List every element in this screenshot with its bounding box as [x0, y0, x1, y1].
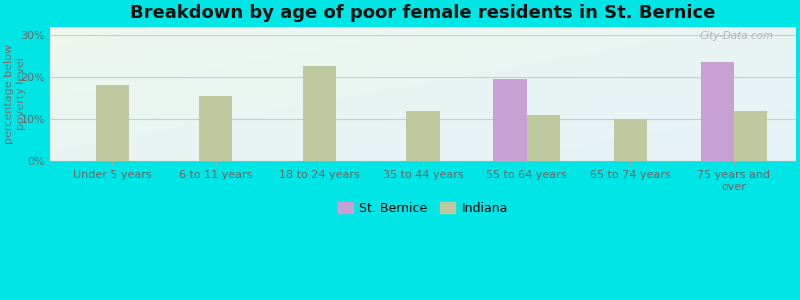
Bar — [303, 67, 336, 161]
Bar — [701, 62, 734, 161]
Y-axis label: percentage below
poverty level: percentage below poverty level — [4, 44, 26, 144]
Title: Breakdown by age of poor female residents in St. Bernice: Breakdown by age of poor female resident… — [130, 4, 716, 22]
Bar — [614, 119, 646, 161]
Legend: St. Bernice, Indiana: St. Bernice, Indiana — [333, 196, 513, 220]
Bar — [494, 79, 526, 161]
Bar — [96, 85, 129, 161]
Bar — [734, 111, 767, 161]
Text: City-Data.com: City-Data.com — [699, 31, 774, 40]
Bar — [526, 115, 560, 161]
Bar — [199, 96, 233, 161]
Bar — [406, 111, 439, 161]
